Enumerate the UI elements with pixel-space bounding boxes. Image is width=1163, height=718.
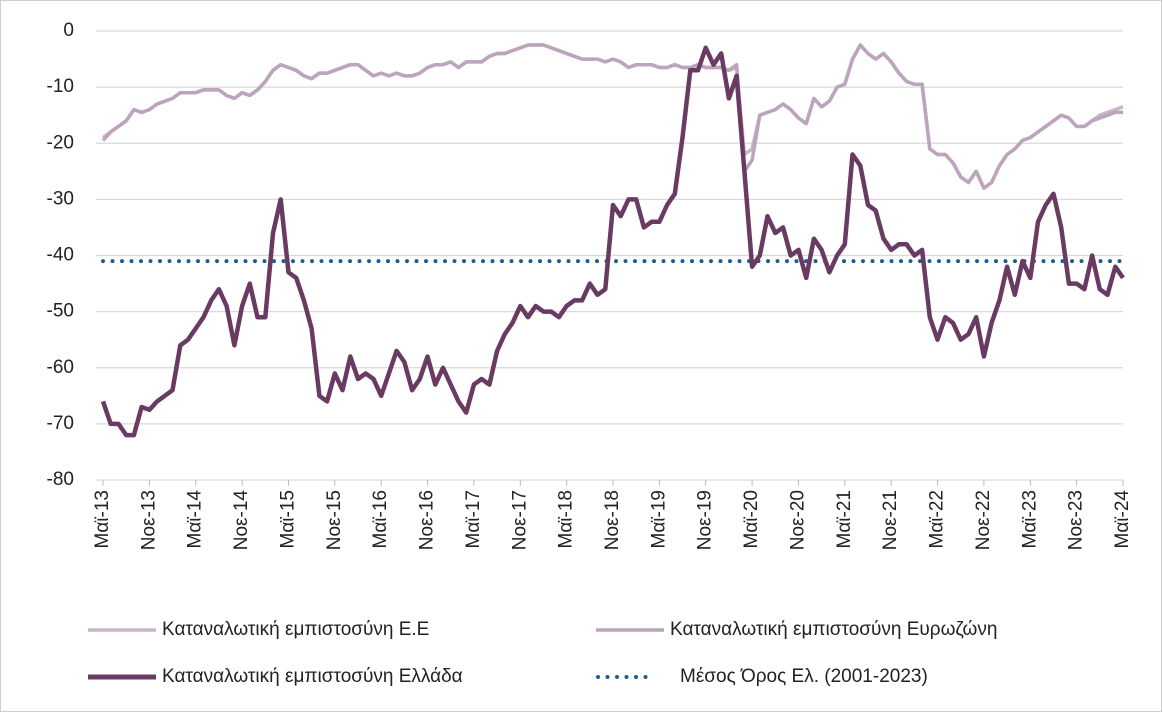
x-tick-label: Νοε-22: [973, 490, 994, 550]
y-tick-label: -20: [47, 132, 74, 153]
x-tick-label: Νοε-17: [509, 490, 530, 550]
legend-label: Καταναλωτική εμπιστοσύνη Ε.Ε: [162, 619, 429, 640]
x-tick-label: Μαϊ-24: [1112, 490, 1133, 549]
x-tick-label: Νοε-20: [787, 490, 808, 550]
x-tick-label: Νοε-14: [231, 490, 252, 551]
y-tick-label: -60: [47, 357, 74, 378]
x-tick-label: Μαϊ-14: [185, 490, 206, 549]
x-tick-label: Μαϊ-21: [834, 490, 855, 549]
x-tick-label: Νοε-21: [880, 490, 901, 550]
x-tick-label: Μαϊ-18: [556, 490, 577, 549]
x-tick-label: Μαϊ-19: [648, 490, 669, 549]
series-line: [100, 45, 1125, 438]
x-tick-label: Νοε-16: [417, 490, 438, 550]
x-tick-label: Νοε-15: [324, 490, 345, 550]
x-tick-label: Μαϊ-16: [370, 490, 391, 549]
y-tick-label: -80: [47, 469, 74, 490]
legend-label: Μέσος Όρος Ελ. (2001-2023): [680, 666, 928, 687]
x-tick-label: Νοε-18: [602, 490, 623, 550]
x-tick-label: Μαϊ-15: [277, 490, 298, 549]
x-tick-label: Νοε-13: [138, 490, 159, 550]
x-tick-label: Μαϊ-13: [92, 490, 113, 549]
legend-label: Καταναλωτική εμπιστοσύνη Ευρωζώνη: [670, 619, 997, 640]
x-tick-label: Μαϊ-23: [1019, 490, 1040, 549]
series-line: [101, 43, 1123, 190]
x-tick-label: Νοε-23: [1066, 490, 1087, 550]
legend-label: Καταναλωτική εμπιστοσύνη Ελλάδα: [162, 666, 463, 687]
y-tick-label: -10: [47, 76, 74, 97]
x-tick-label: Μαϊ-22: [927, 490, 948, 549]
y-tick-label: 0: [63, 20, 74, 41]
y-tick-label: -40: [47, 245, 74, 266]
y-tick-label: -50: [47, 301, 74, 322]
x-tick-label: Μαϊ-17: [463, 490, 484, 549]
y-tick-label: -30: [47, 188, 74, 209]
y-tick-label: -70: [47, 413, 74, 434]
x-tick-label: Μαϊ-20: [741, 490, 762, 549]
x-tick-label: Νοε-19: [695, 490, 716, 550]
